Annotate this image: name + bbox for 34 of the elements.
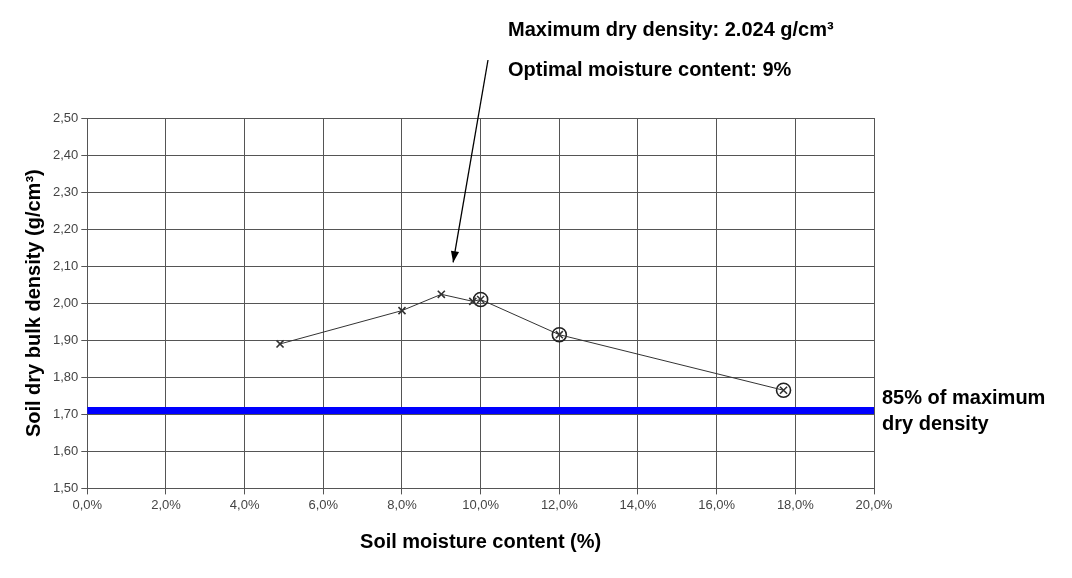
- point: [775, 382, 792, 399]
- ref-line-label: 85% of maximum dry density: [882, 386, 1046, 435]
- x-tick-label: 6,0%: [308, 496, 339, 512]
- y-tick-label: 1,50: [52, 479, 79, 495]
- y-tick-label: 2,40: [52, 146, 79, 162]
- point: [397, 306, 407, 315]
- y-tick-label: 1,60: [52, 442, 79, 458]
- x-tick-label: 12,0%: [540, 496, 579, 512]
- y-tick-label: 1,80: [52, 368, 79, 384]
- x-tick-label: 0,0%: [72, 496, 103, 512]
- y-axis-title: Soil dry bulk density (g/cm³): [21, 169, 44, 438]
- y-tick-label: 2,20: [52, 220, 79, 236]
- x-tick-label: 10,0%: [462, 496, 500, 512]
- x-tick-label: 20,0%: [855, 496, 893, 512]
- text: Maximum dry density: 2.024 g/cm³: [508, 17, 834, 40]
- y-tick-label: 2,30: [52, 183, 79, 199]
- x-tick-label: 16,0%: [698, 496, 736, 512]
- y-tick-label: 2,00: [52, 294, 79, 310]
- y-tick-label: 1,90: [52, 331, 79, 347]
- text: Optimal moisture content: 9%: [508, 57, 792, 80]
- x-tick-label: 2,0%: [151, 496, 182, 512]
- x-axis-title: Soil moisture content (%): [360, 529, 602, 552]
- x-tick-label: 8,0%: [387, 496, 418, 512]
- point: [275, 339, 285, 349]
- point: [436, 289, 446, 299]
- point: [472, 291, 489, 308]
- y-tick-label: 1,70: [52, 405, 79, 421]
- y-tick-label: 2,50: [52, 109, 79, 125]
- x-tick-label: 4,0%: [229, 496, 260, 512]
- point: [551, 326, 568, 343]
- point: [468, 297, 478, 306]
- y-tick-label: 2,10: [52, 257, 79, 273]
- x-tick-label: 14,0%: [619, 496, 657, 512]
- x-tick-label: 18,0%: [776, 496, 815, 512]
